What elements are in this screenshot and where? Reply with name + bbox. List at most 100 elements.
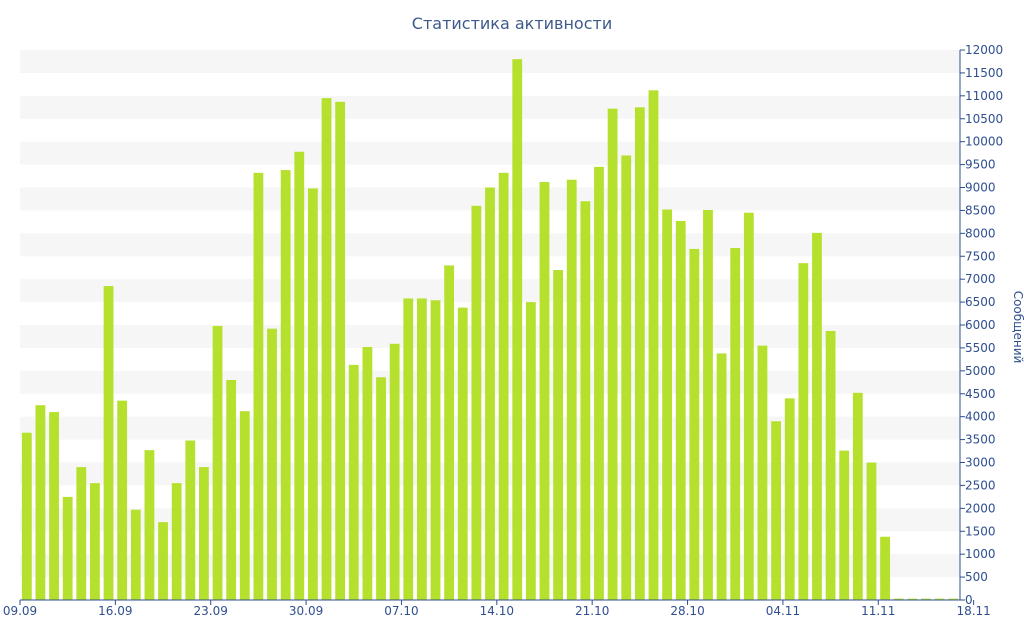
bar [730,248,741,600]
bar [757,345,768,601]
grid-band [20,141,960,165]
bar [784,398,795,600]
grid-band [20,95,960,119]
y-tick-label: 4500 [965,387,996,401]
y-tick-label: 2000 [965,501,996,515]
bar [893,598,904,601]
y-tick-label: 0 [965,593,973,607]
bar [703,209,713,600]
bar [457,307,468,600]
bars [21,59,959,601]
y-tick-label: 6500 [965,295,996,309]
bar [675,220,686,600]
bar [525,302,536,600]
bar [539,182,550,600]
x-tick-label: 07.10 [384,604,418,618]
bar [852,392,863,600]
y-tick-label: 9000 [965,181,996,195]
bar [825,330,836,600]
bar [171,483,182,601]
bar [716,353,727,600]
bar [21,432,32,600]
bar [253,172,264,600]
bar [90,483,100,601]
y-tick-label: 7000 [965,272,996,286]
bar [934,598,945,601]
bar [185,440,196,600]
bar [498,172,509,600]
bar [839,450,850,600]
y-tick-label: 1500 [965,524,996,538]
x-tick-label: 14.10 [480,604,514,618]
bar [35,405,46,600]
y-tick-label: 1000 [965,547,996,561]
bar [812,232,822,601]
bar [566,179,577,600]
bar [607,108,618,601]
x-tick-label: 18.11 [956,604,990,618]
y-tick-label: 500 [965,570,988,584]
y-tick-label: 7500 [965,249,996,263]
bar [267,328,277,600]
bar [294,151,305,600]
bar [49,412,59,600]
bar [376,377,386,600]
bar [471,205,482,600]
y-tick-label: 3500 [965,433,996,447]
bar [212,325,223,600]
bar [880,536,890,600]
bar [103,286,114,600]
x-tick-label: 30.09 [289,604,323,618]
bar [621,155,632,601]
bar [321,98,332,601]
bar [389,343,400,600]
bar [648,90,659,600]
bar [348,364,359,601]
bar [948,598,959,601]
bar [430,300,441,600]
bar [362,347,373,600]
bar [62,496,73,601]
chart-title: Статистика активности [411,14,613,33]
y-tick-label: 11500 [965,66,1003,80]
y-tick-label: 12000 [965,43,1003,57]
bar [239,411,250,600]
bar [512,59,523,601]
bar [199,467,209,600]
y-tick-label: 4000 [965,410,996,424]
bar [130,509,141,600]
x-tick-label: 16.09 [98,604,132,618]
bar [771,421,781,600]
bar [866,462,877,600]
bar [662,209,673,600]
y-tick-label: 8000 [965,226,996,240]
bar [580,201,591,600]
bar [444,265,455,600]
bar [689,248,700,601]
y-tick-label: 11000 [965,89,1003,103]
y-axis-ticks: 0 500 1000 1500 2000 2500 3000 3500 4000 4500 5000… [960,43,1003,607]
bar [403,298,414,600]
bar [226,380,237,600]
grid-band [20,50,960,73]
y-tick-label: 5500 [965,341,996,355]
y-tick-label: 5000 [965,364,996,378]
y-tick-label: 8500 [965,203,996,217]
x-tick-label: 21.10 [575,604,609,618]
bar [798,263,809,601]
y-tick-label: 2500 [965,478,996,492]
bar [634,107,645,600]
y-tick-label: 10000 [965,135,1003,149]
y-tick-label: 6000 [965,318,996,332]
x-tick-label: 09.09 [3,604,37,618]
bar [76,467,87,600]
bar [743,212,754,600]
bar [921,598,931,601]
bar [117,400,128,601]
bar [485,187,495,600]
bar [416,298,427,600]
y-tick-label: 9500 [965,158,996,172]
x-tick-label: 04.11 [766,604,800,618]
y-axis-label: Сообщений [1011,291,1024,364]
